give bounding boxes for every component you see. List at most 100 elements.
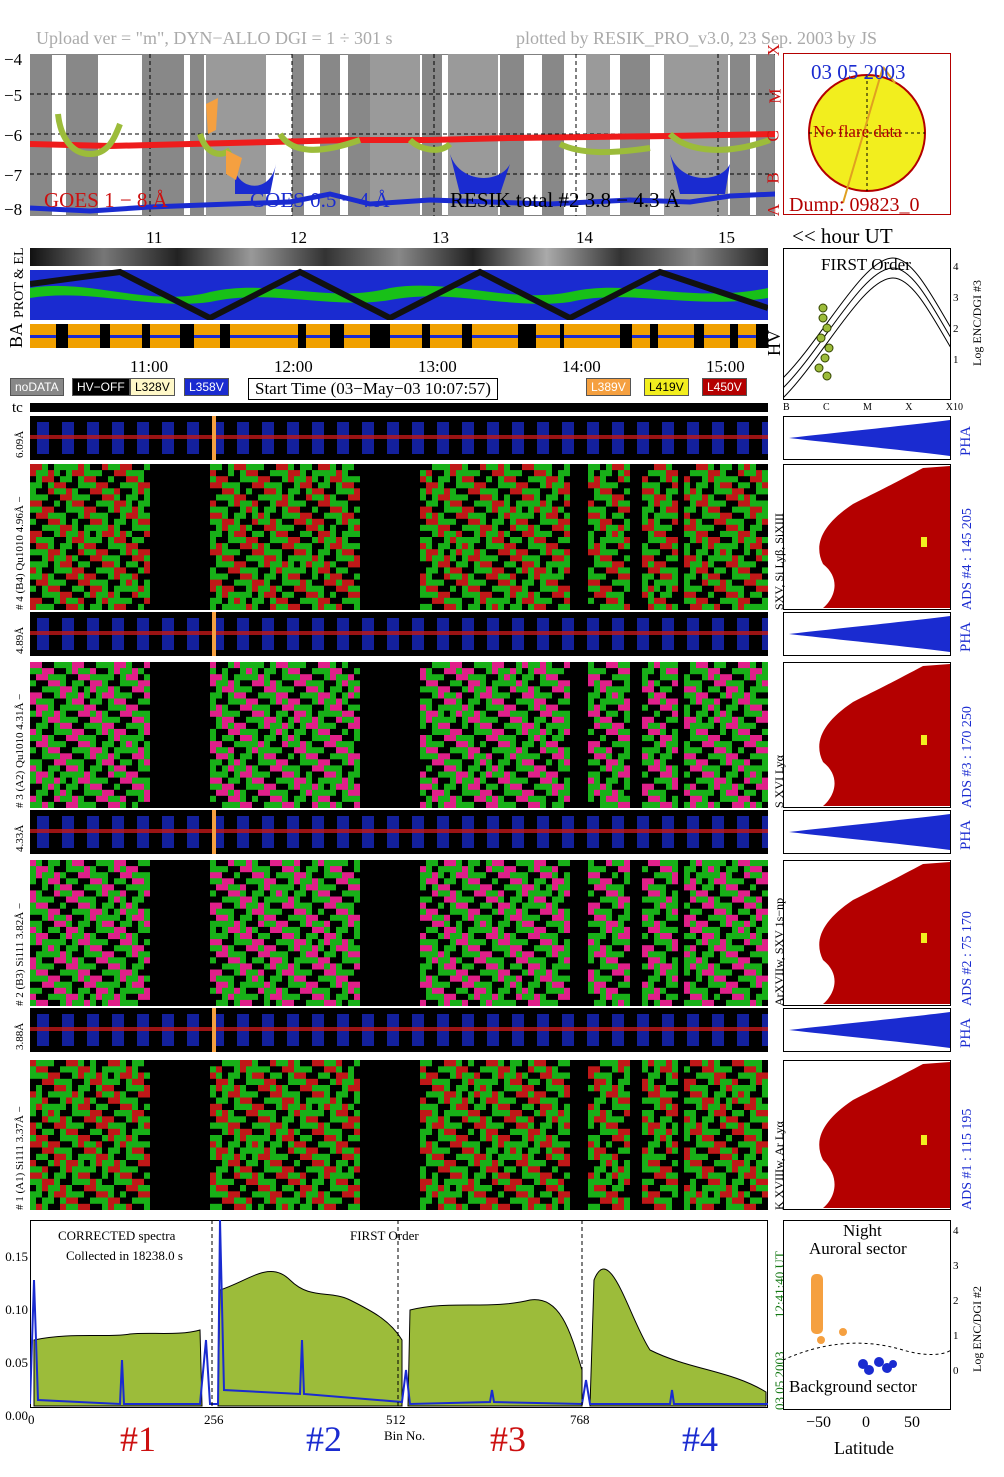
- first-order-xtick: B: [783, 402, 790, 413]
- hour-tick: 15: [718, 228, 735, 247]
- resik-curve-1: [55, 113, 123, 158]
- time-tick: 15:00: [706, 357, 745, 376]
- upload-version-text: Upload ver = "m", DYN−ALLO DGI = 1 ÷ 301…: [36, 28, 393, 48]
- first-order-xticks: B C M X X10: [783, 402, 963, 413]
- pha-wavelength-label: 4.89Å: [14, 626, 26, 654]
- resik-curve-6: [667, 131, 771, 153]
- spectrum-collected: Collected in 18238.0 s: [66, 1248, 183, 1263]
- ba-label: BA: [6, 322, 26, 348]
- resik-curve-3: [277, 132, 361, 153]
- ads-profile: [783, 860, 951, 1006]
- pha-histogram: [783, 612, 951, 656]
- spectrum-segment-2: [217, 1270, 403, 1407]
- latitude-xlabel: Latitude: [834, 1438, 894, 1458]
- pha-label: PHA: [958, 425, 974, 456]
- pha-wavelength-label: 3.88Å: [14, 1022, 26, 1050]
- pha-label: PHA: [958, 819, 974, 850]
- blue-flare-2: [450, 154, 510, 194]
- orbit-track: [842, 66, 884, 204]
- latitude-ytick: 2: [953, 1295, 959, 1307]
- channel-spec-label: # 1 (A1) Si111 3.37Å −: [14, 1106, 26, 1210]
- spectrum-ytick: 0.05: [5, 1355, 28, 1370]
- legend-l419v: L419V: [644, 378, 689, 396]
- first-order-ytick: 1: [953, 354, 959, 366]
- hour-ut-label: << hour UT: [792, 224, 893, 248]
- spectrum-ytick: 0.15: [5, 1249, 28, 1264]
- spectrum-segment-4: [589, 1268, 767, 1407]
- time-tick: 11:00: [130, 357, 169, 376]
- goes-0.5-4-curve: [30, 191, 775, 214]
- pha-histogram: [783, 416, 951, 460]
- latitude-auroral: Auroral sector: [809, 1239, 907, 1258]
- first-order-xtick: M: [862, 402, 872, 413]
- spectrogram: [30, 662, 768, 808]
- spectrum-blue-line: [30, 1220, 768, 1406]
- ads-profile: [783, 1060, 951, 1210]
- pha-wavelength-label: 4.33Å: [14, 824, 26, 852]
- hour-tick: 13: [432, 228, 449, 247]
- pha-strip: [30, 810, 768, 854]
- first-order-xtick: X10: [945, 402, 963, 413]
- ads-label: ADS #3 : 170 250: [960, 706, 975, 808]
- latitude-yticks: 4 3 2 1 0: [953, 1214, 959, 1389]
- legend-hv-off: HV−OFF: [72, 378, 130, 396]
- latitude-ytick: 0: [953, 1365, 959, 1377]
- resik-curve-4: [407, 137, 453, 153]
- spectrum-ytick: 0.10: [5, 1302, 28, 1317]
- latitude-night: Night: [843, 1221, 882, 1240]
- crystal-4-label: #4: [682, 1419, 718, 1459]
- tc-strip: [30, 403, 768, 412]
- latitude-xtick: 50: [904, 1414, 920, 1431]
- pha-label: PHA: [958, 621, 974, 652]
- corrected-spectrum-panel: CORRECTED spectra Collected in 18238.0 s…: [30, 1220, 768, 1408]
- resik-total-legend: RESIK total #2 3.8 − 4.3 Å: [450, 188, 681, 212]
- time-tick: 13:00: [418, 357, 457, 376]
- spectrum-title: CORRECTED spectra: [58, 1228, 176, 1243]
- pha-strip: [30, 1008, 768, 1052]
- pha-label: PHA: [958, 1017, 974, 1048]
- latitude-xtick: −50: [806, 1414, 832, 1431]
- hour-tick: 12: [290, 228, 307, 247]
- pha-histogram: [783, 1008, 951, 1052]
- first-order-ytick: 2: [953, 323, 959, 335]
- resik-curve-5: [558, 141, 651, 156]
- ads-label: ADS #4 : 145 205: [960, 508, 975, 610]
- goes-lightcurve-panel: GOES 1 − 8 Å GOES 0.5 − 4 Å RESIK total …: [30, 54, 775, 216]
- latitude-ylabel: Log ENC/DGI #2: [970, 1286, 984, 1372]
- spectrum-segment-1: [33, 1329, 203, 1407]
- dump-label: Dump: 09823_0: [789, 194, 920, 215]
- crystal-1-label: #1: [120, 1419, 156, 1459]
- class-letter-c: C: [763, 130, 783, 142]
- class-letter-a: A: [764, 203, 784, 217]
- legend-nodata: noDATA: [10, 378, 64, 396]
- first-order-ytick: 4: [953, 261, 959, 273]
- latitude-panel: Night Auroral sector Background sector: [783, 1220, 951, 1410]
- plotted-by-text: plotted by RESIK_PRO_v3.0, 23 Sep. 2003 …: [516, 28, 878, 48]
- crystal-2-label: #2: [306, 1419, 342, 1459]
- channel-spec-label: # 4 (B4) Qu1010 4.96Å −: [14, 496, 26, 610]
- goes-ytick: −7: [4, 166, 23, 185]
- ads-label: ADS #2 : 75 170: [960, 911, 975, 1006]
- first-order-title: FIRST Order: [821, 255, 911, 274]
- spectrum-xtick: 768: [570, 1412, 590, 1427]
- sun-date: 03 05 2003: [811, 60, 906, 84]
- orange-flare-1: [206, 98, 218, 134]
- legend-l389v: L389V: [586, 378, 631, 396]
- latitude-ytick: 3: [953, 1260, 959, 1272]
- hour-tick: 11: [146, 228, 163, 247]
- spectrum-xtick: 512: [386, 1412, 406, 1427]
- legend-l358v: L358V: [184, 378, 229, 396]
- goes-ytick: −4: [4, 50, 23, 69]
- time-tick: 12:00: [274, 357, 313, 376]
- legend-l450v: L450V: [702, 378, 747, 396]
- ads-profile: [783, 464, 951, 610]
- spectrum-xlabel: Bin No.: [384, 1428, 426, 1443]
- hv-label: HV: [764, 330, 784, 356]
- time-tick: 14:00: [562, 357, 601, 376]
- blue-flare-3: [670, 154, 730, 194]
- ba-strip: [30, 324, 768, 348]
- first-order-ylabel: Log ENC/DGI #3: [970, 280, 984, 366]
- ads-profile: [783, 662, 951, 808]
- latitude-xtick: 0: [862, 1414, 870, 1431]
- emission-lines-label: ArXVIIw, SXV 1s−np: [772, 897, 786, 1006]
